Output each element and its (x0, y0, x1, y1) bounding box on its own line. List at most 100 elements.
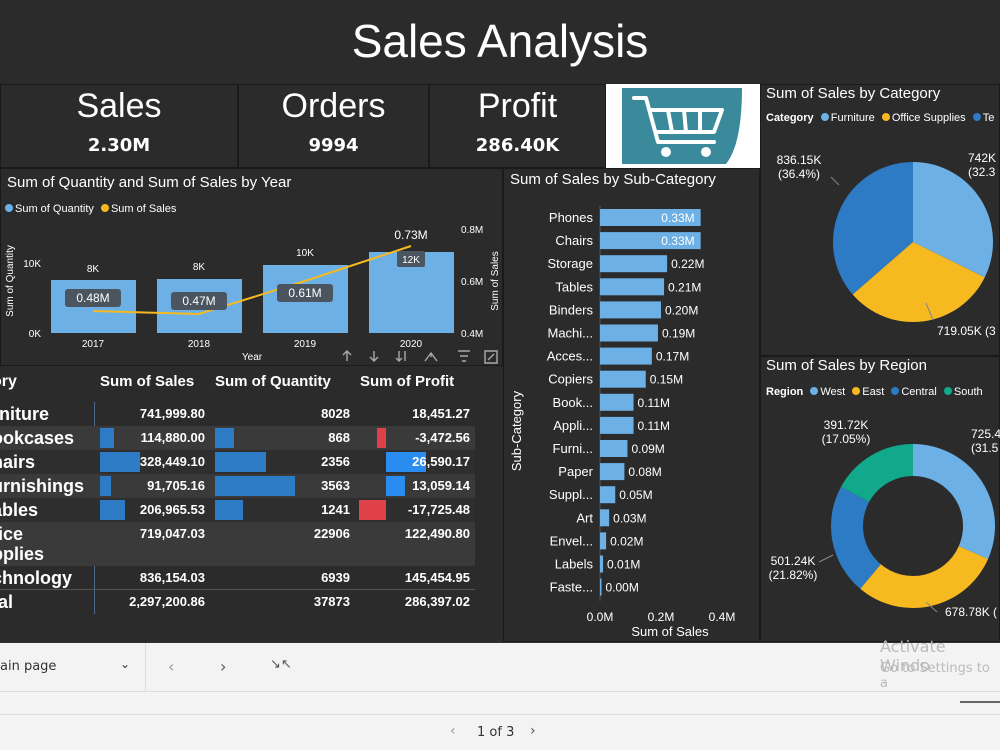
sales-by-region-chart[interactable]: Sum of Sales by Region Region West East … (760, 356, 1000, 642)
sales-by-subcategory-chart[interactable]: Sum of Sales by Sub-Category Sub-Categor… (503, 168, 760, 642)
subcategory-value: 0.17M (656, 350, 689, 364)
row-sales: 741,999.80 (139, 406, 205, 421)
legend-title: Region (766, 386, 804, 398)
subcategory-bar (600, 209, 701, 226)
row-profit: 286,397.02 (404, 594, 470, 609)
legend-west: West (820, 386, 846, 398)
row-profit: 18,451.27 (412, 406, 470, 421)
header-quantity[interactable]: Sum of Quantity (215, 373, 331, 390)
subcategory-value: 0.11M (638, 396, 670, 410)
next-page-button[interactable]: › (530, 723, 536, 739)
kpi-value: 286.40K (475, 135, 560, 156)
kpi-label: Profit (477, 87, 558, 125)
y-right-tick: 0.8M (461, 225, 483, 236)
row-profit: -17,725.48 (407, 502, 470, 517)
sales-databar (100, 476, 111, 496)
quantity-sales-by-year-chart[interactable]: Sum of Quantity and Sum of Sales by Year… (0, 168, 503, 366)
table-row[interactable]: chnology 836,154.03 6939 145,454.95 (0, 566, 475, 590)
subcategory-bar (600, 324, 658, 342)
subcategory-label: Tables (555, 279, 593, 294)
sales-by-category-chart[interactable]: Sum of Sales by Category Category Furnit… (760, 84, 1000, 356)
region-donut: 391.72K (17.05%) 725.4 (31.5 501.24K (21… (769, 418, 1000, 619)
subcategory-bar (600, 255, 668, 273)
y-left-tick: 10K (23, 259, 41, 270)
next-page-icon[interactable]: › (220, 657, 227, 676)
row-quantity: 37873 (313, 594, 350, 609)
row-quantity: 8028 (321, 406, 350, 421)
header-sales[interactable]: Sum of Sales (100, 373, 195, 390)
subcategory-bar (600, 347, 652, 365)
subcategory-value: 0.02M (610, 534, 643, 548)
x-tick-2018: 2018 (188, 339, 211, 350)
kpi-label: Orders (281, 87, 386, 125)
subcategory-label: Labels (555, 557, 594, 572)
chevron-down-icon[interactable]: ⌄ (120, 657, 131, 671)
label-technology: 836.15K (777, 153, 822, 167)
legend-sales: Sum of Sales (110, 203, 177, 215)
profit-databar (377, 428, 386, 448)
subcategory-value: 0.33M (661, 234, 694, 248)
row-quantity: 2356 (321, 454, 350, 469)
table-row[interactable]: urnishings 91,705.16 3563 13,059.14 (0, 474, 475, 498)
kpi-card-orders[interactable]: Orders 9994 (238, 84, 429, 168)
drill-up-icon (342, 350, 352, 361)
profit-databar (359, 500, 386, 520)
subcategory-value: 0.03M (613, 511, 646, 525)
table-row[interactable]: rniture 741,999.80 8028 18,451.27 (0, 402, 475, 426)
chart-title: Sum of Sales by Region (766, 357, 927, 374)
x-axis-label: Sum of Sales (631, 624, 709, 639)
zoom-slider[interactable] (960, 701, 1000, 703)
subcategory-bar (600, 278, 665, 296)
table-row[interactable]: ables 206,965.53 1241 -17,725.48 (0, 498, 475, 522)
label-south: 391.72K (824, 418, 869, 432)
previous-page-button[interactable]: ‹ (450, 723, 456, 739)
chart-legend: Sum of Quantity Sum of Sales (5, 203, 176, 215)
sales-databar (100, 452, 140, 472)
subcategory-value: 0.00M (606, 581, 639, 595)
page-selector[interactable]: ain page ⌄ (0, 643, 146, 691)
row-category: rniture (0, 404, 50, 424)
subcategory-label: Copiers (548, 372, 593, 387)
table-row[interactable]: ookcases 114,880.00 868 -3,472.56 (0, 426, 475, 450)
row-sales: 328,449.10 (139, 454, 205, 469)
x-tick-2017: 2017 (82, 339, 105, 350)
kpi-card-profit[interactable]: Profit 286.40K (429, 84, 606, 168)
category-matrix-table[interactable]: ory Sum of Sales Sum of Quantity Sum of … (0, 366, 503, 642)
legend-south: South (953, 386, 983, 398)
table-row[interactable]: tal 2,297,200.86 37873 286,397.02 (0, 590, 475, 614)
row-quantity: 6939 (321, 570, 350, 585)
subcategory-value: 0.11M (638, 419, 670, 433)
quantity-databar (215, 428, 235, 448)
label-central: 501.24K (771, 554, 816, 568)
x-tick: 0.2M (648, 610, 675, 624)
total-divider (0, 589, 475, 590)
label-central-pct: (21.82%) (769, 568, 818, 582)
table-row[interactable]: ficepplies 719,047.03 22906 122,490.80 (0, 522, 475, 566)
kpi-card-sales[interactable]: Sales 2.30M (0, 84, 238, 168)
table-row[interactable]: hairs 328,449.10 2356 26,590.17 (0, 450, 475, 474)
subcategory-value: 0.08M (628, 465, 661, 479)
subcategory-label: Machi... (547, 326, 593, 341)
x-tick: 0.0M (587, 610, 614, 624)
header-category[interactable]: ory (0, 373, 17, 390)
report-title-bar: Sales Analysis (0, 0, 1000, 85)
kpi-label: Sales (76, 87, 162, 125)
row-category-line2: pplies (0, 544, 45, 564)
x-tick-2020: 2020 (400, 339, 423, 350)
table-header-row: ory Sum of Sales Sum of Quantity Sum of … (0, 370, 475, 394)
y-left-tick: 0K (29, 329, 42, 340)
qty-label-2018: 8K (193, 262, 206, 273)
chart-legend: Region West East Central South (766, 386, 983, 398)
page-name: ain page (0, 659, 57, 674)
watermark-line2: Go to Settings to a (880, 661, 990, 691)
previous-page-icon[interactable]: ‹ (168, 657, 175, 676)
subcategory-label: Envel... (550, 533, 593, 548)
collapse-icon[interactable]: ↘↖ (270, 657, 292, 672)
header-profit[interactable]: Sum of Profit (360, 373, 455, 390)
year-chart-plot: Sum of Quantity Sum of Sales 10K 0K 0.8M… (5, 225, 501, 364)
kpi-value: 2.30M (87, 135, 151, 156)
subcategory-label: Phones (549, 210, 594, 225)
slice-furniture (913, 162, 993, 278)
row-profit: 26,590.17 (412, 454, 470, 469)
subcategory-label: Binders (549, 302, 594, 317)
